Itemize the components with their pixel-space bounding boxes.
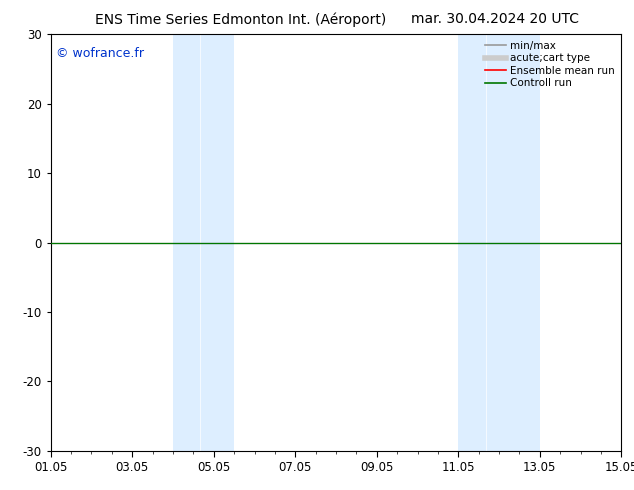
Bar	[458, 34, 486, 451]
Bar	[173, 34, 200, 451]
Bar	[486, 34, 540, 451]
Text: mar. 30.04.2024 20 UTC: mar. 30.04.2024 20 UTC	[411, 12, 578, 26]
Legend: min/max, acute;cart type, Ensemble mean run, Controll run: min/max, acute;cart type, Ensemble mean …	[481, 36, 619, 93]
Text: ENS Time Series Edmonton Int. (Aéroport): ENS Time Series Edmonton Int. (Aéroport)	[95, 12, 387, 27]
Bar	[200, 34, 234, 451]
Text: © wofrance.fr: © wofrance.fr	[56, 47, 145, 60]
